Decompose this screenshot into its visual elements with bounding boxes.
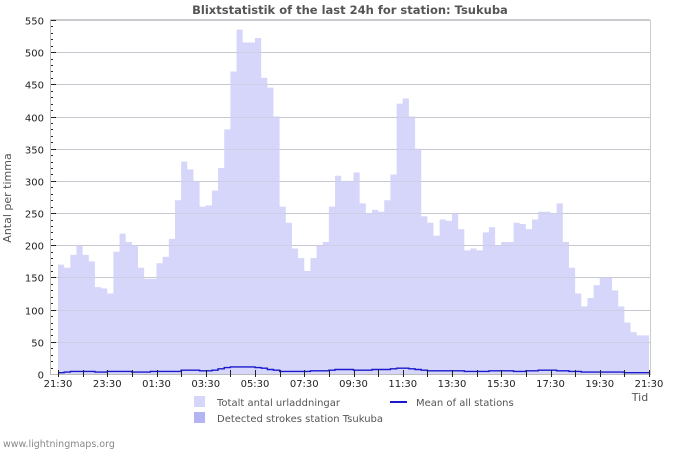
x-tick-label: 17:30 [536,379,565,390]
x-tick-label: 03:30 [191,379,220,390]
legend-label-total: Totalt antal urladdningar [216,398,341,409]
y-tick-label: 450 [25,81,44,92]
plot-area [58,20,649,375]
y-tick-label: 500 [25,49,44,60]
x-tick-label: 01:30 [142,379,171,390]
x-tick-label: 13:30 [438,379,467,390]
y-tick-label: 550 [25,17,44,28]
y-tick-label: 250 [25,210,44,221]
x-tick-label: 19:30 [585,379,614,390]
x-tick-label: 15:30 [487,379,516,390]
y-tick-label: 300 [25,178,44,189]
x-tick-label: 05:30 [241,379,270,390]
x-tick-label: 21:30 [635,379,664,390]
x-tick-labels: 21:30 23:30 01:30 03:30 05:30 07:30 09:30 11:30… [44,379,664,390]
y-tick-label: 350 [25,146,44,157]
y-tick-label: 400 [25,114,44,125]
watermark: www.lightningmaps.org [3,439,115,450]
axes [50,20,651,377]
series-area-0 [58,29,649,375]
x-axis-label: Tid [631,391,648,404]
x-tick-label: 09:30 [339,379,368,390]
legend-label-station: Detected strokes station Tsukuba [217,414,383,425]
legend-label-mean: Mean of all stations [416,398,514,409]
y-tick-label: 50 [31,339,44,350]
legend-swatch-station [194,412,205,423]
y-tick-label: 200 [25,242,44,253]
y-tick-label: 100 [25,307,44,318]
y-tick-label: 0 [38,371,44,382]
x-tick-label: 21:30 [44,379,73,390]
x-tick-label: 23:30 [93,379,122,390]
x-tick-label: 07:30 [290,379,319,390]
legend: Totalt antal urladdningar Detected strok… [194,396,514,425]
y-tick-label: 150 [25,274,44,285]
chart-title: Blixtstatistik of the last 24h for stati… [192,3,508,17]
x-tick-label: 11:30 [388,379,417,390]
y-tick-labels: 0 50 100 150 200 250 300 350 400 450 500 550 [25,17,44,382]
y-axis-label: Antal per timma [1,153,14,242]
legend-swatch-total [194,396,205,407]
